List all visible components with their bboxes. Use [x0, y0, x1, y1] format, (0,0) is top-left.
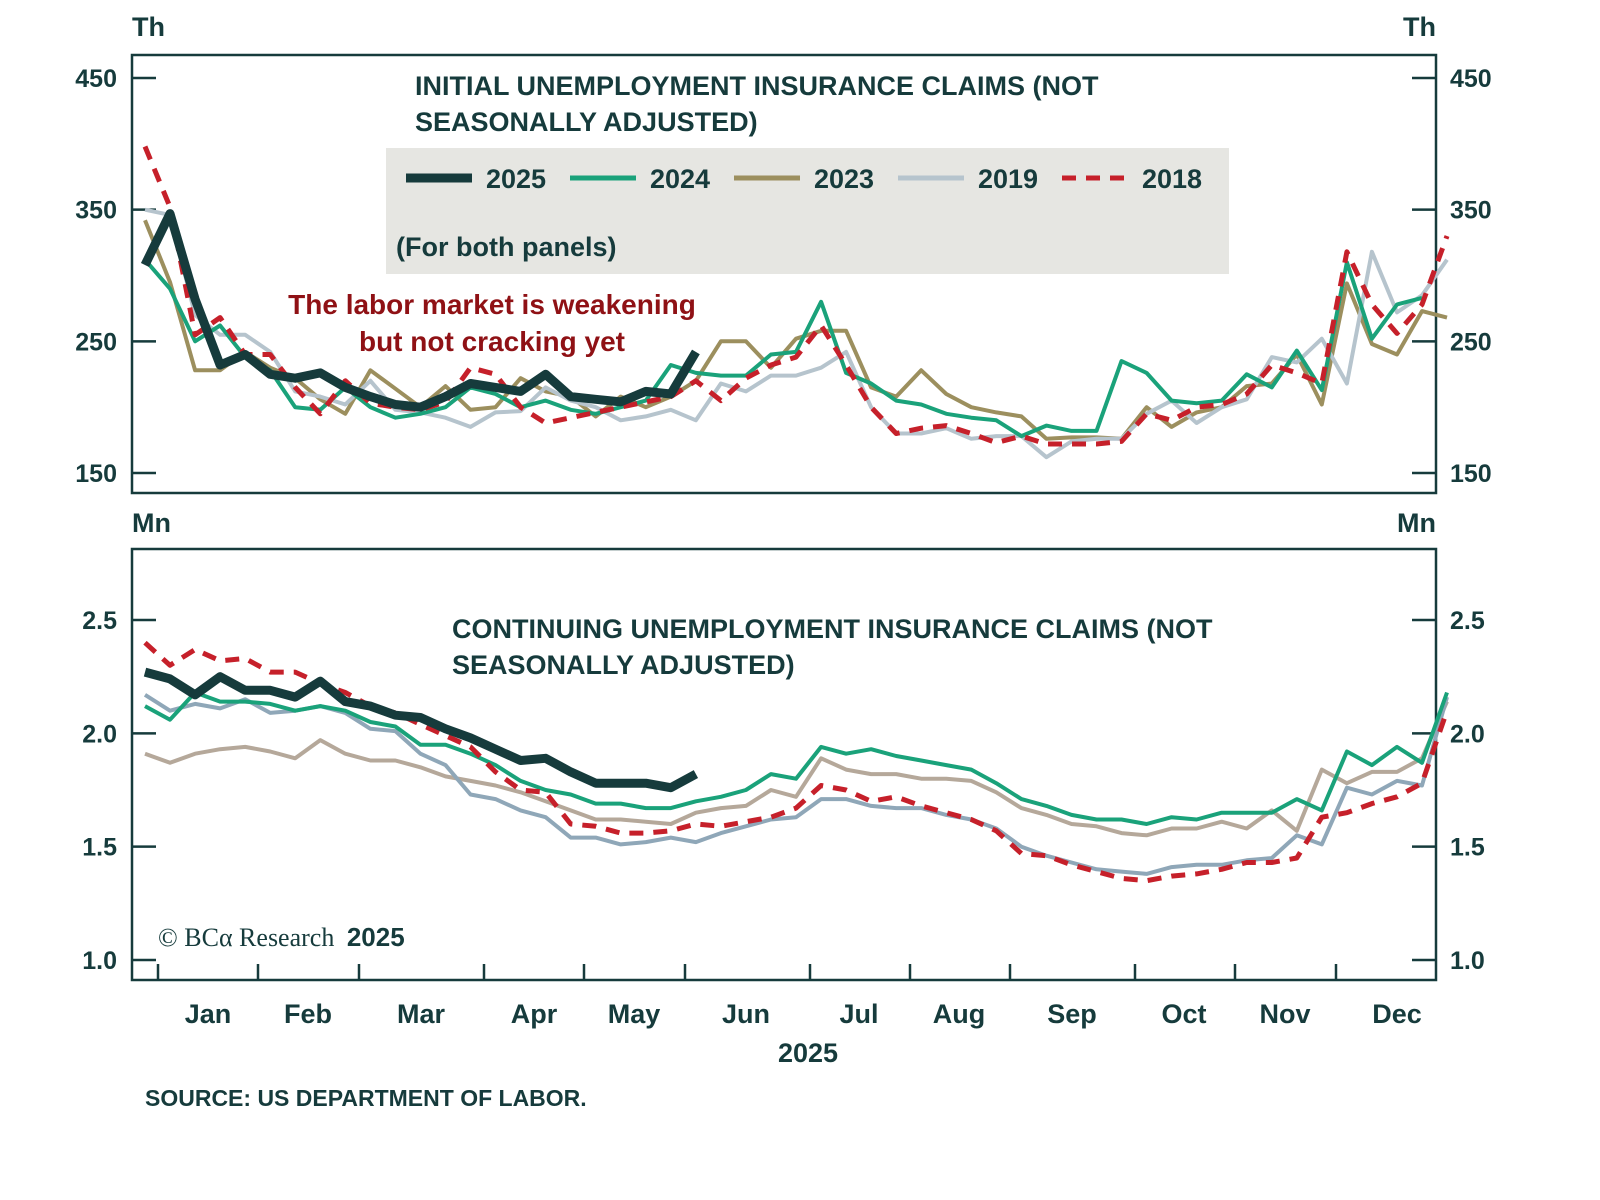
x-tick-label-sep: Sep — [1047, 999, 1097, 1029]
legend-note: (For both panels) — [396, 232, 616, 262]
copyright-text: © BCα Research 2025 — [158, 922, 405, 952]
y-tick-label-right: 350 — [1450, 197, 1492, 225]
bottom-series-group — [143, 640, 1450, 884]
legend: 2025 2024 2023 2019 2018 — [406, 164, 1202, 194]
series-line-2024 — [143, 258, 1423, 439]
y-tick-label-left: 1.0 — [82, 947, 117, 975]
y-tick-label-right: 2.5 — [1450, 607, 1485, 635]
bottom-plot-frame — [130, 547, 1438, 982]
y-tick-label-right: 250 — [1450, 328, 1492, 356]
series-line-2019 — [143, 693, 1449, 876]
legend-box — [386, 148, 1229, 274]
legend-label-2019: 2019 — [978, 164, 1038, 194]
x-tick-label-mar: Mar — [397, 999, 446, 1029]
top-panel-title-line-1: INITIAL UNEMPLOYMENT INSURANCE CLAIMS (N… — [415, 71, 1099, 101]
series-line-2024 — [144, 690, 1449, 826]
y-tick-label-left: 250 — [75, 328, 117, 356]
x-tick-label-apr: Apr — [511, 999, 558, 1029]
x-axis-month-labels: Jan Feb Mar Apr May Jun Jul Aug Sep Oct Nov Dec — [185, 999, 1422, 1029]
series-line-2023 — [144, 700, 1449, 838]
series-line-2025 — [143, 667, 699, 793]
x-axis-ticks — [156, 964, 1338, 980]
y-tick-label-left: 2.0 — [82, 720, 117, 748]
y-tick-label-left: 1.5 — [82, 834, 117, 862]
y-tick-label-left: 450 — [75, 65, 117, 93]
bottom-panel-title-line-2: SEASONALLY ADJUSTED) — [452, 650, 795, 680]
x-axis-year-label: 2025 — [778, 1038, 838, 1068]
y-tick-label-left: 150 — [75, 460, 117, 488]
bottom-unit-right: Mn — [1397, 508, 1436, 538]
legend-label-2018: 2018 — [1142, 164, 1202, 194]
bottom-y-ticks: 1.0 1.0 1.5 1.5 2.0 2.0 2.5 2.5 — [82, 607, 1485, 975]
source-note: SOURCE: US DEPARTMENT OF LABOR. — [145, 1085, 587, 1111]
copyright-prefix: © BCα Research — [158, 923, 334, 952]
x-tick-label-jul: Jul — [839, 999, 878, 1029]
legend-label-2023: 2023 — [814, 164, 874, 194]
x-tick-label-nov: Nov — [1259, 999, 1310, 1029]
series-line-2025 — [140, 209, 700, 412]
series-line-2019 — [144, 207, 1449, 460]
series-line-2018 — [143, 640, 1450, 884]
x-tick-label-aug: Aug — [933, 999, 985, 1029]
top-panel-title-line-2: SEASONALLY ADJUSTED) — [415, 107, 758, 137]
bottom-unit-left: Mn — [132, 508, 171, 538]
legend-label-2025: 2025 — [486, 164, 546, 194]
top-series-group — [140, 145, 1450, 460]
y-tick-label-right: 150 — [1450, 460, 1492, 488]
x-tick-label-oct: Oct — [1161, 999, 1206, 1029]
x-tick-label-jun: Jun — [722, 999, 770, 1029]
bottom-panel-title-line-1: CONTINUING UNEMPLOYMENT INSURANCE CLAIMS… — [452, 614, 1213, 644]
y-tick-label-right: 450 — [1450, 65, 1492, 93]
bottom-panel: Mn Mn 1.0 1.0 1.5 1.5 2.0 2.0 2.5 2.5 CONTINUIN… — [82, 508, 1485, 982]
y-tick-label-left: 2.5 — [82, 607, 117, 635]
y-tick-label-right: 1.0 — [1450, 947, 1485, 975]
legend-label-2024: 2024 — [650, 164, 710, 194]
x-tick-label-dec: Dec — [1372, 999, 1422, 1029]
y-tick-label-right: 2.0 — [1450, 720, 1485, 748]
top-unit-right: Th — [1403, 12, 1436, 42]
y-tick-label-right: 1.5 — [1450, 834, 1485, 862]
x-tick-label-jan: Jan — [185, 999, 232, 1029]
x-tick-label-may: May — [608, 999, 661, 1029]
y-tick-label-left: 350 — [75, 197, 117, 225]
annotation-line-2: but not cracking yet — [359, 326, 625, 357]
x-tick-label-feb: Feb — [284, 999, 332, 1029]
annotation-line-1: The labor market is weakening — [288, 289, 696, 320]
top-y-ticks: 150 150 250 250 350 350 450 450 — [75, 65, 1491, 488]
top-unit-left: Th — [132, 12, 165, 42]
copyright-year: 2025 — [347, 922, 405, 952]
